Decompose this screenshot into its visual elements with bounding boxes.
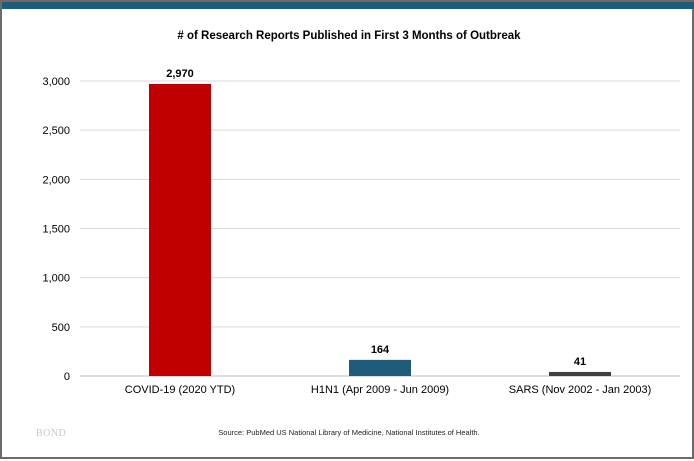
bar [349,359,411,376]
x-tick-label: SARS (Nov 2002 - Jan 2003) [509,384,651,396]
data-labels: 2,970 164 41 [166,68,586,368]
bars [149,83,611,376]
bond-logo: BOND [36,428,67,439]
y-tick-label: 3,000 [42,76,70,88]
bar [149,83,211,376]
bar-value-label: 41 [574,356,586,368]
y-tick-label: 0 [64,371,70,383]
top-accent-bar [2,2,694,9]
chart-title: # of Research Reports Published in First… [177,30,521,42]
bar-value-label: 164 [371,344,390,356]
y-tick-label: 1,000 [42,273,70,285]
y-tick-label: 500 [52,322,70,334]
x-tick-label: COVID-19 (2020 YTD) [125,384,235,396]
y-tick-label: 1,500 [42,224,70,236]
y-tick-label: 2,000 [42,174,70,186]
bar-value-label: 2,970 [166,68,194,80]
source-note: Source: PubMed US National Library of Me… [218,428,480,437]
x-tick-label: H1N1 (Apr 2009 - Jun 2009) [311,384,449,396]
y-axis-ticks: 0 500 1,000 1,500 2,000 2,500 3,000 [42,76,70,383]
x-axis-ticks: COVID-19 (2020 YTD) H1N1 (Apr 2009 - Jun … [125,384,651,396]
y-tick-label: 2,500 [42,125,70,137]
bar [549,371,611,376]
